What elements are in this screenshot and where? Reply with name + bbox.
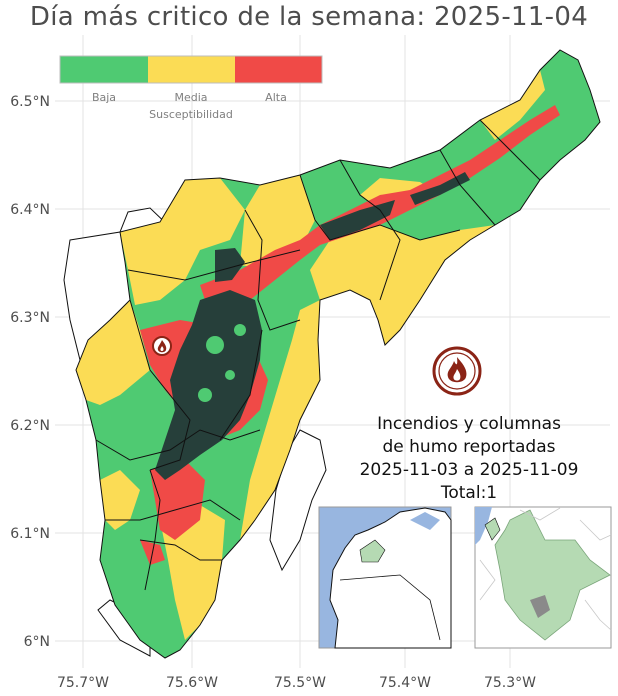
- y-axis: 6.5°N 6.4°N 6.3°N 6.2°N 6.1°N 6°N: [10, 94, 50, 650]
- map-title: Día más critico de la semana: 2025-11-04: [29, 2, 589, 32]
- inset-map-department: [474, 506, 612, 649]
- x-tick-label: 75.7°W: [57, 675, 109, 691]
- x-tick-label: 75.5°W: [274, 675, 326, 691]
- legend-title: Susceptibilidad: [149, 108, 233, 121]
- fire-report-summary: Incendios y columnas de humo reportadas …: [340, 413, 598, 505]
- fire-marker-icon[interactable]: [152, 336, 172, 356]
- forest-cover: [155, 172, 470, 480]
- legend-swatch-high: [235, 56, 322, 83]
- info-date-range: 2025-11-03 a 2025-11-09: [359, 460, 579, 480]
- municipal-boundaries: [75, 49, 601, 659]
- y-tick-label: 6.2°N: [10, 418, 50, 434]
- y-tick-label: 6.5°N: [10, 94, 50, 110]
- legend-swatch-low: [60, 56, 148, 83]
- forest-cover-lighter-patches: [198, 324, 246, 402]
- info-line-2: de humo reportadas: [382, 437, 556, 457]
- fire-icon: [432, 346, 482, 396]
- legend-swatch-medium: [148, 56, 235, 83]
- legend: Baja Media Alta Susceptibilidad: [59, 55, 323, 121]
- x-tick-label: 75.4°W: [379, 675, 431, 691]
- x-tick-label: 75.6°W: [166, 675, 218, 691]
- legend-label-low: Baja: [92, 91, 116, 104]
- info-line-1: Incendios y columnas: [377, 414, 561, 434]
- inset-map-colombia: [318, 506, 452, 649]
- legend-label-high: Alta: [265, 91, 287, 104]
- x-axis: 75.7°W 75.6°W 75.5°W 75.4°W 75.3°W: [57, 675, 536, 691]
- legend-label-medium: Media: [174, 91, 207, 104]
- y-tick-label: 6.4°N: [10, 202, 50, 218]
- y-tick-label: 6.1°N: [10, 526, 50, 542]
- info-total: Total:1: [440, 483, 498, 503]
- x-tick-label: 75.3°W: [484, 675, 536, 691]
- y-tick-label: 6°N: [24, 634, 50, 650]
- y-tick-label: 6.3°N: [10, 310, 50, 326]
